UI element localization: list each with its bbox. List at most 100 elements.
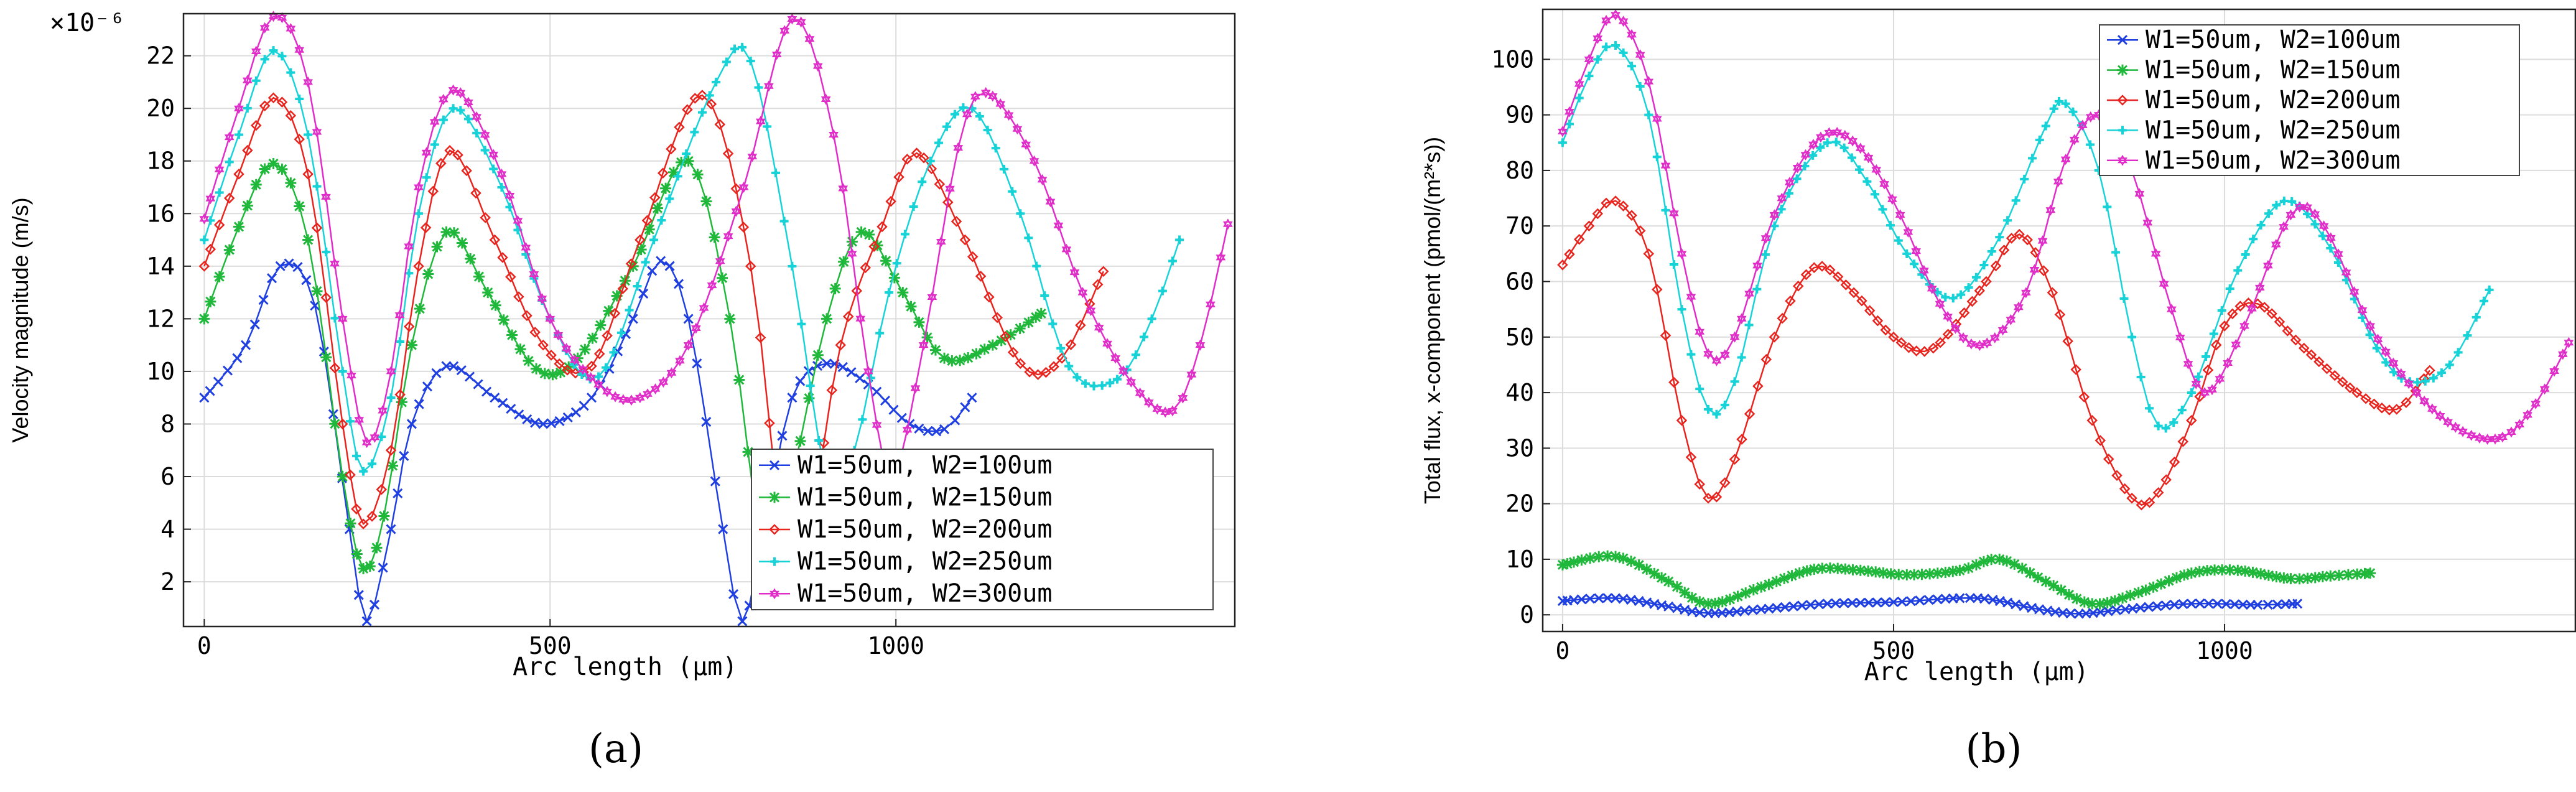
marker-x xyxy=(821,358,832,369)
marker-asterisk xyxy=(506,329,518,341)
marker-plus-dot xyxy=(2005,218,2010,223)
marker-asterisk xyxy=(198,313,210,325)
series-markers xyxy=(1557,593,2303,619)
marker-diamond xyxy=(764,417,775,429)
marker-star xyxy=(1086,305,1096,317)
marker-x xyxy=(449,361,459,371)
marker-x xyxy=(1955,593,1965,603)
marker-diamond xyxy=(705,98,717,110)
marker-diamond xyxy=(649,192,661,203)
marker-diamond xyxy=(1910,345,1922,356)
marker-plus-dot xyxy=(2203,354,2208,359)
marker-asterisk xyxy=(205,296,216,307)
marker-plus-dot xyxy=(441,118,446,123)
marker-diamond xyxy=(1816,261,1828,272)
marker-diamond xyxy=(223,192,235,204)
marker-star xyxy=(346,370,356,381)
legend-label: W1=50um, W2=100um xyxy=(797,451,1052,480)
marker-plus-dot xyxy=(860,417,865,422)
y-tick-label: 80 xyxy=(1505,157,1534,184)
marker-asterisk xyxy=(954,355,966,366)
marker-plus-dot xyxy=(816,438,821,443)
marker-x xyxy=(498,398,508,408)
marker-plus-dot xyxy=(2259,223,2264,228)
y-tick-label: 8 xyxy=(160,410,175,437)
marker-diamond xyxy=(674,121,685,133)
marker-asterisk xyxy=(498,314,509,326)
marker-diamond xyxy=(682,104,693,115)
marker-plus-dot xyxy=(2243,252,2248,257)
marker-star xyxy=(2151,248,2161,259)
marker-diamond xyxy=(1769,332,1780,343)
marker-star xyxy=(455,87,466,99)
marker-plus-dot xyxy=(985,128,990,133)
marker-star xyxy=(1903,226,1913,238)
marker-asterisk xyxy=(2202,565,2213,577)
marker-star xyxy=(2060,154,2071,165)
marker-x xyxy=(2002,597,2013,608)
marker-plus-dot xyxy=(1567,121,1572,126)
marker-star xyxy=(259,22,270,34)
marker-star xyxy=(2531,398,2541,409)
marker-star xyxy=(691,322,701,334)
marker-asterisk xyxy=(1808,564,1820,575)
marker-star xyxy=(2411,387,2422,399)
marker-asterisk xyxy=(660,182,672,194)
marker-star xyxy=(602,386,612,398)
marker-x xyxy=(414,399,424,409)
marker-x xyxy=(378,562,388,573)
marker-star xyxy=(2458,426,2468,437)
marker-x xyxy=(275,261,286,271)
marker-x xyxy=(232,353,243,363)
marker-x xyxy=(506,403,516,414)
marker-star xyxy=(1800,149,1811,161)
marker-star xyxy=(488,149,499,161)
marker-plus-dot xyxy=(458,108,463,113)
marker-x xyxy=(1680,605,1690,615)
marker-plus-dot xyxy=(1943,295,1948,300)
marker-diamond xyxy=(942,197,954,208)
marker-star xyxy=(2207,384,2217,396)
marker-plus-dot xyxy=(348,419,353,424)
marker-star xyxy=(1816,131,1826,143)
marker-diamond xyxy=(2219,320,2230,332)
marker-star xyxy=(1832,126,1843,138)
marker-plus-dot xyxy=(944,124,949,129)
marker-asterisk xyxy=(709,231,720,243)
marker-x xyxy=(554,416,565,426)
marker-diamond xyxy=(285,110,297,121)
marker-star xyxy=(1037,174,1048,185)
marker-asterisk xyxy=(742,446,754,458)
marker-x xyxy=(1814,599,1825,610)
marker-star xyxy=(243,75,253,86)
marker-diamond xyxy=(329,362,341,374)
marker-asterisk xyxy=(1732,590,1744,602)
marker-plus-dot xyxy=(1613,43,1618,48)
marker-star xyxy=(1785,177,1795,189)
marker-plus-dot xyxy=(1679,307,1684,312)
marker-asterisk xyxy=(700,195,712,207)
marker-star xyxy=(1839,129,1850,141)
marker-star xyxy=(2357,304,2368,316)
x-axis-title: Arc length (µm) xyxy=(513,653,737,681)
marker-plus-dot xyxy=(765,124,770,129)
marker-x xyxy=(2034,604,2045,615)
marker-plus-dot xyxy=(808,383,813,388)
marker-asterisk xyxy=(490,299,501,311)
marker-plus-dot xyxy=(1621,50,1626,55)
marker-star xyxy=(1069,266,1080,278)
marker-star xyxy=(987,90,998,102)
marker-diamond xyxy=(1856,295,1867,307)
marker-diamond xyxy=(2424,365,2435,376)
y-axis-title: Total flux, x-component (pmol/(m²*s)) xyxy=(1420,137,1445,504)
marker-star xyxy=(855,313,866,325)
marker-plus-dot xyxy=(1888,223,1893,228)
marker-plus-dot xyxy=(424,175,429,180)
marker-x xyxy=(2011,599,2021,610)
marker-star xyxy=(337,313,348,325)
marker-diamond xyxy=(2006,233,2017,244)
y-tick-label: 40 xyxy=(1505,379,1534,406)
marker-plus-dot xyxy=(1802,164,1807,169)
x-tick-label: 1000 xyxy=(867,632,924,659)
marker-asterisk xyxy=(473,271,485,282)
